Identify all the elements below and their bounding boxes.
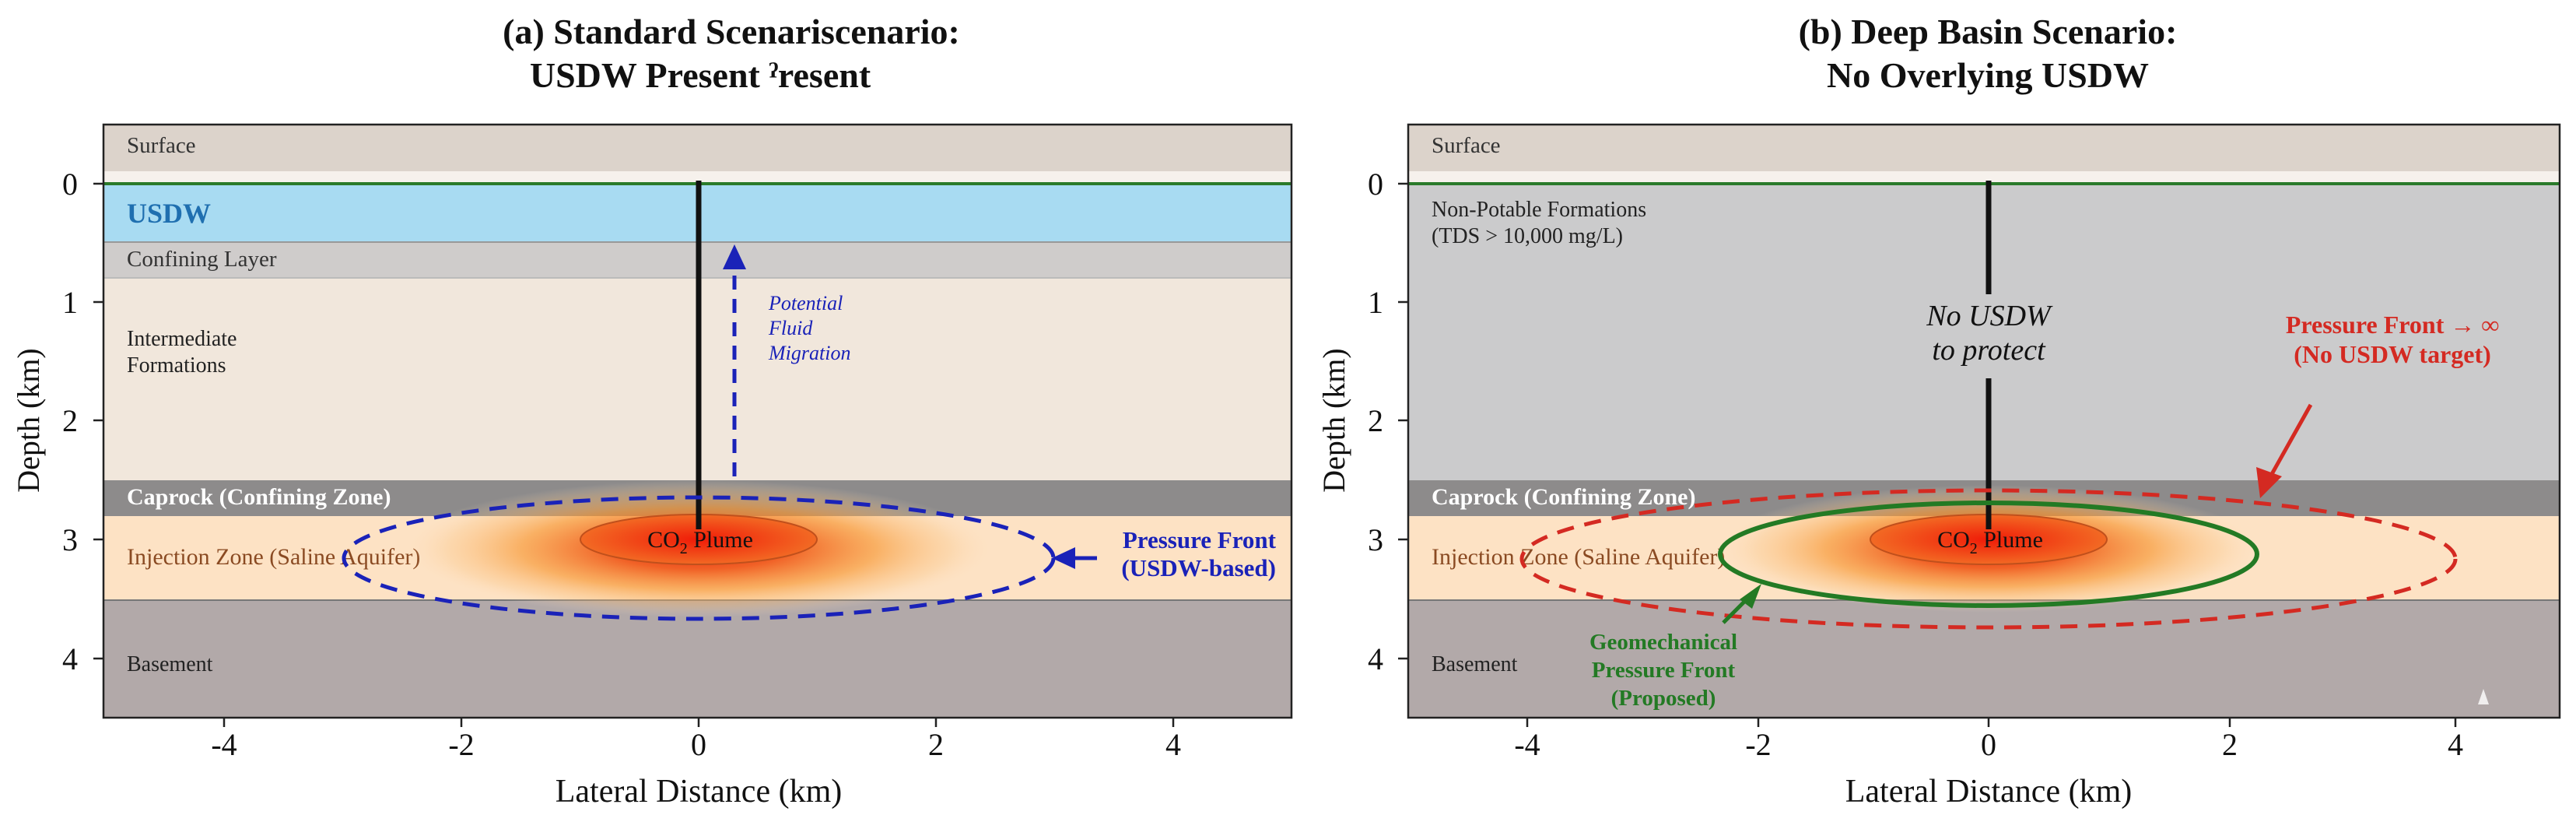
x-tick-label: -4 xyxy=(1514,727,1540,762)
nonpotable-label-2: (TDS > 10,000 mg/L) xyxy=(1432,224,1623,248)
y-tick-label: 0 xyxy=(62,167,78,202)
y-tick-label: 3 xyxy=(62,522,78,557)
intermediate-label-1: Intermediate xyxy=(127,327,237,351)
panel-b-title-line1: (b) Deep Basin Scenario: xyxy=(1799,12,2178,51)
pressure-front-label-2: (USDW-based) xyxy=(1121,554,1276,581)
panel-b-title-line2: No Overlying USDW xyxy=(1827,55,2149,95)
panel-a-x-axis: -4 -2 0 2 4 Lateral Distance (km) xyxy=(211,718,1181,810)
y-axis-label: Depth (km) xyxy=(1316,348,1351,493)
geomechanical-label-3: (Proposed) xyxy=(1611,686,1716,711)
surface-gap xyxy=(1408,171,2560,182)
basement-layer xyxy=(1408,600,2560,718)
panel-a-y-axis: 0 1 2 3 4 Depth (km) xyxy=(11,167,103,676)
y-tick-label: 4 xyxy=(62,641,78,676)
surface-label: Surface xyxy=(127,133,196,158)
intermediate-label-2: Formations xyxy=(127,353,226,378)
x-tick-label: 2 xyxy=(2222,727,2238,762)
x-tick-label: 2 xyxy=(928,727,944,762)
migration-arrowhead xyxy=(723,244,746,269)
co2-plume-label: CO2 Plume xyxy=(647,527,753,557)
nonpotable-label-1: Non-Potable Formations xyxy=(1432,198,1646,222)
panel-a-title-line1: (a) Standard Scenariscenario: xyxy=(503,12,960,51)
x-tick-label: 0 xyxy=(1981,727,1996,762)
no-usdw-label-1: No USDW xyxy=(1926,300,2053,332)
x-tick-label: 4 xyxy=(2448,727,2463,762)
x-tick-label: -2 xyxy=(448,727,474,762)
panel-b-y-axis: 0 1 2 3 4 Depth (km) xyxy=(1316,167,1408,676)
x-tick-label: 0 xyxy=(691,727,706,762)
pressure-front-label-1: Pressure Front xyxy=(1123,526,1277,553)
pressure-front-label-1: Pressure Front → ∞ xyxy=(2286,311,2499,339)
basement-label: Basement xyxy=(1432,652,1518,676)
y-tick-label: 0 xyxy=(1368,167,1383,202)
y-tick-label: 4 xyxy=(1368,641,1383,676)
surface-label: Surface xyxy=(1432,133,1501,158)
confining-label: Confining Layer xyxy=(127,247,277,272)
no-usdw-label-2: to protect xyxy=(1932,334,2046,367)
panel-a: (a) Standard Scenariscenario: USDW Prese… xyxy=(11,12,1293,810)
basement-label: Basement xyxy=(127,652,213,676)
panel-b: (b) Deep Basin Scenario: No Overlying US… xyxy=(1316,12,2561,810)
geomechanical-label-2: Pressure Front xyxy=(1592,658,1736,683)
geomechanical-pressure-front xyxy=(1718,501,2259,608)
injection-label: Injection Zone (Saline Aquifer) xyxy=(127,544,420,570)
y-tick-label: 1 xyxy=(1368,285,1383,320)
migration-label-1: Potential xyxy=(768,292,843,314)
x-tick-label: 4 xyxy=(1165,727,1181,762)
y-axis-label: Depth (km) xyxy=(11,348,46,493)
co2-plume-label: CO2 Plume xyxy=(1937,527,2043,557)
panel-a-title-line2: USDW Present ˀresent xyxy=(530,55,871,95)
pressure-front-infinite xyxy=(1519,488,2458,630)
y-tick-label: 3 xyxy=(1368,522,1383,557)
surface-layer xyxy=(1408,125,2560,171)
y-tick-label: 2 xyxy=(62,403,78,438)
injection-label: Injection Zone (Saline Aquifer) xyxy=(1432,544,1725,570)
caprock-label: Caprock (Confining Zone) xyxy=(1432,484,1696,510)
surface-gap xyxy=(103,171,1292,182)
x-axis-label: Lateral Distance (km) xyxy=(1845,774,2132,810)
y-tick-label: 1 xyxy=(62,285,78,320)
sparkle-mark xyxy=(2478,689,2489,704)
pressure-front-pointer xyxy=(2266,403,2313,483)
migration-label-3: Migration xyxy=(768,342,850,364)
migration-label-2: Fluid xyxy=(768,317,813,339)
panel-b-x-axis: -4 -2 0 2 4 Lateral Distance (km) xyxy=(1514,718,2463,810)
usdw-label: USDW xyxy=(127,198,211,229)
geomechanical-label-1: Geomechanical xyxy=(1589,630,1737,655)
x-tick-label: -2 xyxy=(1745,727,1771,762)
pressure-front-label-2: (No USDW target) xyxy=(2294,340,2491,368)
surface-layer xyxy=(103,125,1292,171)
caprock-label: Caprock (Confining Zone) xyxy=(127,484,391,510)
x-axis-label: Lateral Distance (km) xyxy=(556,774,842,810)
y-tick-label: 2 xyxy=(1368,403,1383,438)
x-tick-label: -4 xyxy=(211,727,237,762)
